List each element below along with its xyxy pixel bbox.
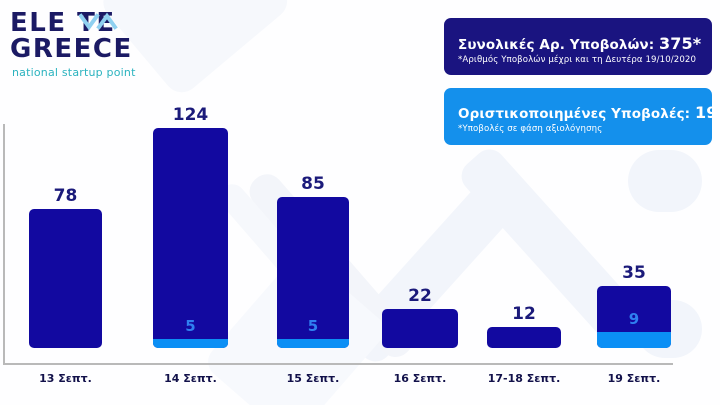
bar-total-value-label: 22	[408, 286, 432, 306]
finalized-submissions-title: Οριστικοποιημένες Υποβολές: 19*	[458, 103, 720, 122]
bar-inner-value-label: 5	[307, 317, 319, 335]
total-submissions-box: Συνολικές Αρ. Υποβολών: 375* *Αριθμός Υπ…	[444, 18, 712, 75]
finalized-submissions-value: 19*	[694, 103, 720, 122]
bar: 9	[597, 286, 671, 348]
bar-group: 12 17-18 Σεπτ.	[487, 304, 561, 385]
finalized-submissions-note: *Υποβολές σε φάση αξιολόγησης	[458, 124, 603, 134]
total-submissions-value: 375*	[659, 34, 702, 53]
x-axis-category-label: 19 Σεπτ.	[607, 372, 661, 385]
bar-segment-finalized	[153, 339, 228, 348]
x-axis-category-label: 17-18 Σεπτ.	[487, 372, 561, 385]
bar-total-value-label: 78	[53, 186, 78, 206]
bar: 5	[153, 128, 228, 348]
x-axis-category-label: 16 Σεπτ.	[393, 372, 447, 385]
bar-group: 5 124 14 Σεπτ.	[153, 105, 228, 385]
bar-segment-finalized	[597, 332, 671, 348]
total-submissions-label: Συνολικές Αρ. Υποβολών:	[458, 37, 659, 53]
bar-total-value-label: 35	[622, 263, 646, 283]
double-chevron-icon	[79, 12, 118, 31]
total-submissions-title: Συνολικές Αρ. Υποβολών: 375*	[458, 34, 702, 53]
bar: 5	[277, 197, 349, 348]
bar	[382, 309, 458, 348]
bar-segment-finalized	[277, 339, 349, 348]
bar	[29, 209, 102, 348]
logo-line-greece: GREECE	[10, 34, 133, 64]
bar-inner-value-label: 9	[628, 310, 640, 328]
bar	[487, 327, 561, 348]
bar-inner-value-label: 5	[185, 317, 196, 335]
x-axis-category-label: 14 Σεπτ.	[164, 372, 217, 385]
bar-group: 78 13 Σεπτ.	[29, 186, 102, 385]
bar-total-value-label: 12	[512, 304, 536, 324]
elevate-greece-logo: ELE TE GREECE national startup point	[8, 8, 218, 79]
bar-total-value-label: 124	[172, 105, 209, 125]
x-axis-category-label: 13 Σεπτ.	[39, 372, 92, 385]
submissions-bar-chart: 78 13 Σεπτ. 5 124 14 Σεπτ. 5 85 15 Σεπτ. 22 16 Σε…	[0, 105, 720, 405]
finalized-submissions-box: Οριστικοποιημένες Υποβολές: 19* *Υποβολέ…	[444, 88, 720, 145]
finalized-submissions-label: Οριστικοποιημένες Υποβολές:	[458, 106, 695, 122]
logo-tagline: national startup point	[12, 66, 136, 79]
bar-group: 22 16 Σεπτ.	[382, 286, 458, 385]
bar-group: 9 35 19 Σεπτ.	[597, 263, 671, 385]
y-axis-line	[3, 124, 5, 364]
x-axis-line	[3, 363, 673, 365]
x-axis-category-label: 15 Σεπτ.	[286, 372, 340, 385]
bar-group: 5 85 15 Σεπτ.	[277, 174, 349, 385]
bar-total-value-label: 85	[301, 174, 325, 194]
total-submissions-note: *Αριθμός Υποβολών μέχρι και τη Δευτέρα 1…	[458, 55, 697, 65]
